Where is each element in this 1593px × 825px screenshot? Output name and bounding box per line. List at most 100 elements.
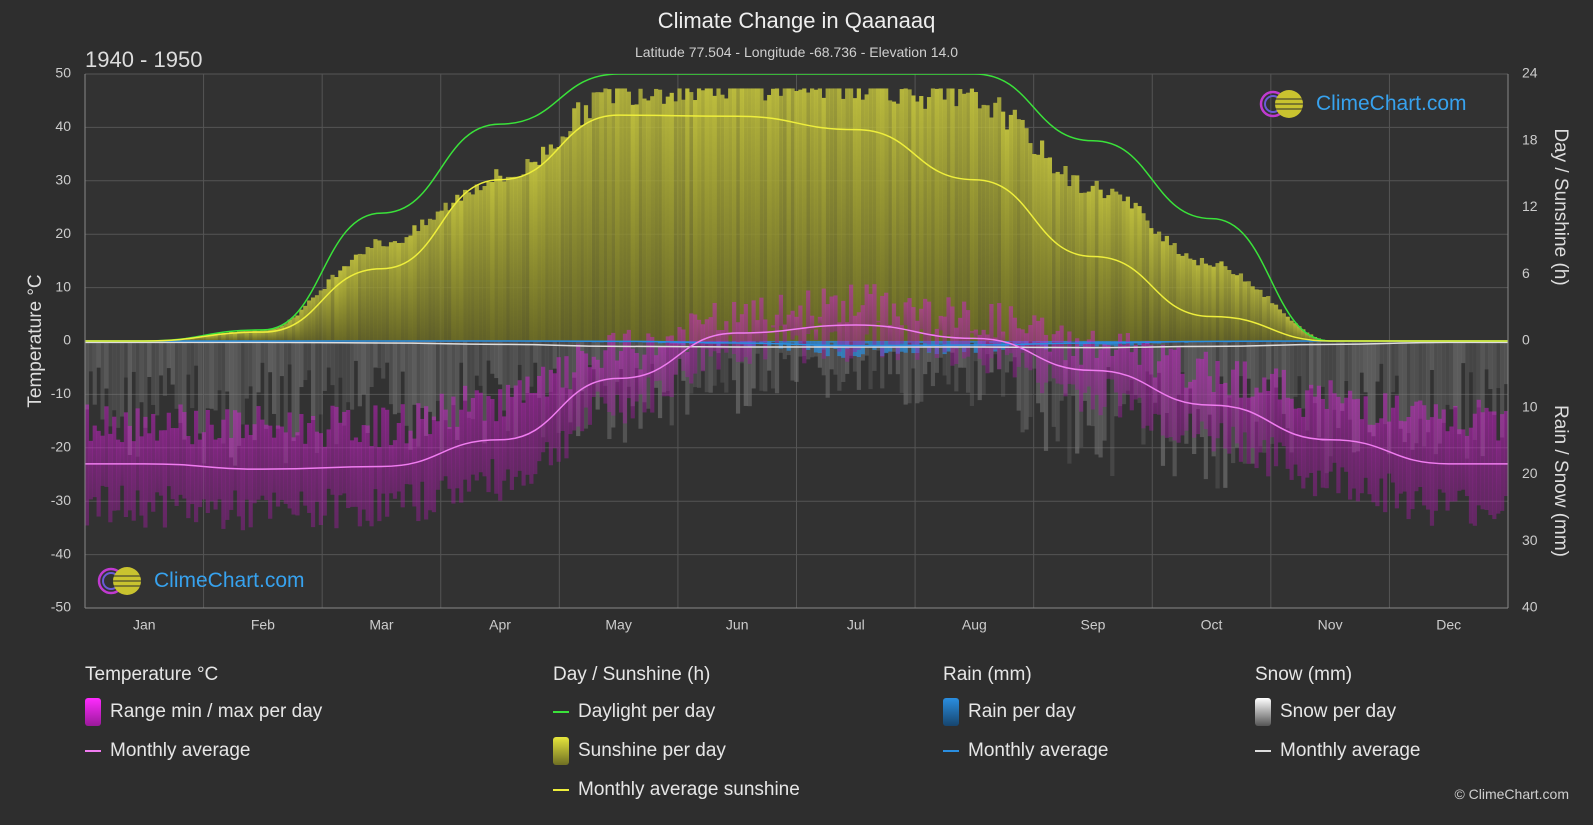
temp-range-bar xyxy=(887,324,893,345)
temp-range-bar xyxy=(1394,395,1399,509)
temp-range-bar xyxy=(1129,352,1134,411)
sunshine-bar xyxy=(1250,286,1255,341)
temp-range-bar xyxy=(1297,408,1302,477)
sunshine-bar xyxy=(498,175,503,341)
temp-range-bar xyxy=(778,294,784,326)
temp-range-bar xyxy=(872,284,877,346)
snow-bar xyxy=(1266,341,1271,380)
temp-range-bar xyxy=(1355,398,1361,502)
temp-range-bar xyxy=(1332,393,1337,463)
temp-range-bar xyxy=(1262,377,1267,441)
sunshine-bar xyxy=(1047,157,1053,341)
temp-range-bar xyxy=(1503,411,1508,497)
snow-bar xyxy=(954,341,959,392)
snow-bar xyxy=(806,341,811,360)
sunshine-bar xyxy=(299,309,304,341)
temp-range-bar xyxy=(1176,347,1181,443)
sunshine-bar xyxy=(1180,255,1185,341)
snow-bar xyxy=(166,341,171,369)
sunshine-bar xyxy=(427,218,433,341)
logo-bottom-left[interactable]: ClimeChart.com xyxy=(96,565,305,597)
y-right-bottom-axis-title: Rain / Snow (mm) xyxy=(1550,405,1571,557)
snow-bar xyxy=(923,341,928,375)
temp-range-bar xyxy=(1153,377,1158,414)
snow-bar xyxy=(194,341,199,366)
snow-bar xyxy=(938,341,943,358)
snow-bar xyxy=(424,341,429,436)
temp-range-bar xyxy=(162,430,168,528)
temp-range-bar xyxy=(962,301,967,359)
snow-bar xyxy=(942,341,947,376)
snow-bar xyxy=(837,341,842,391)
sunshine-bar xyxy=(1297,326,1302,341)
temp-range-bar xyxy=(1492,411,1497,520)
temp-range-bar xyxy=(864,284,869,335)
temp-range-bar xyxy=(279,426,284,500)
sunshine-bar xyxy=(942,99,947,341)
sunshine-bar xyxy=(1024,128,1029,341)
snow-bar xyxy=(291,341,296,442)
temp-range-bar xyxy=(322,446,327,516)
rain-bar xyxy=(794,341,799,345)
temp-range-bar xyxy=(704,319,709,350)
temp-range-bar xyxy=(884,292,889,341)
logo-top-right[interactable]: ClimeChart.com xyxy=(1258,88,1467,120)
snow-bar xyxy=(455,341,460,441)
snow-bar xyxy=(1429,341,1435,370)
sunshine-bar xyxy=(1153,233,1158,341)
snow-bar xyxy=(903,341,908,405)
sunshine-bar xyxy=(439,210,444,341)
sunshine-bar xyxy=(1227,270,1232,341)
snow-bar xyxy=(392,341,398,415)
sunshine-bar xyxy=(809,88,815,342)
snow-swatch xyxy=(1255,697,1271,726)
sunshine-bar xyxy=(1223,266,1228,341)
sunshine-bar xyxy=(318,290,323,341)
temp-range-bar xyxy=(611,332,616,416)
sunshine-bar xyxy=(802,88,807,342)
sunshine-bar xyxy=(1199,257,1205,341)
temp-range-bar xyxy=(1172,349,1177,441)
snow-bar xyxy=(1394,341,1399,376)
snow-bar xyxy=(704,341,709,393)
snow-bar xyxy=(1153,341,1158,403)
temp-range-bar xyxy=(466,411,472,492)
sunshine-bar xyxy=(533,161,538,341)
sunshine-bar xyxy=(825,88,830,342)
snow-bar xyxy=(170,341,175,385)
temp-range-bar xyxy=(1160,345,1166,436)
temp-range-bar xyxy=(369,446,374,527)
line-swatch xyxy=(943,749,959,752)
temp-range-bar xyxy=(1004,341,1010,356)
temp-range-bar xyxy=(143,416,148,528)
sunshine-bar xyxy=(1106,195,1111,341)
snow-bar xyxy=(568,341,573,423)
sunshine-bar xyxy=(997,97,1002,341)
snow-bar xyxy=(388,341,394,405)
temp-range-bar xyxy=(919,308,924,330)
temp-range-bar xyxy=(100,435,105,486)
temp-range-bar xyxy=(1164,355,1169,438)
temp-range-bar xyxy=(431,416,437,513)
temp-range-bar xyxy=(845,322,850,362)
sunshine-bar xyxy=(1090,185,1095,341)
sunshine-bar xyxy=(1258,289,1263,341)
snow-bar xyxy=(108,341,113,427)
sunshine-bar xyxy=(252,330,257,341)
temp-range-bar xyxy=(213,439,218,510)
snow-bar xyxy=(416,341,421,447)
snow-bar xyxy=(798,341,803,357)
temp-range-bar xyxy=(498,389,503,501)
sunshine-bar xyxy=(735,88,741,342)
sunshine-bar xyxy=(576,102,581,341)
temp-range-bar xyxy=(1316,385,1322,471)
snow-bar xyxy=(209,341,214,409)
snow-bar xyxy=(525,341,530,394)
snow-bar xyxy=(794,341,799,382)
legend-label: Monthly average xyxy=(110,739,251,761)
sunshine-bar xyxy=(377,240,382,341)
temp-range-bar xyxy=(287,412,292,509)
snow-bar xyxy=(1055,341,1060,442)
snow-bar xyxy=(116,341,121,428)
sunshine-bar xyxy=(603,88,608,342)
